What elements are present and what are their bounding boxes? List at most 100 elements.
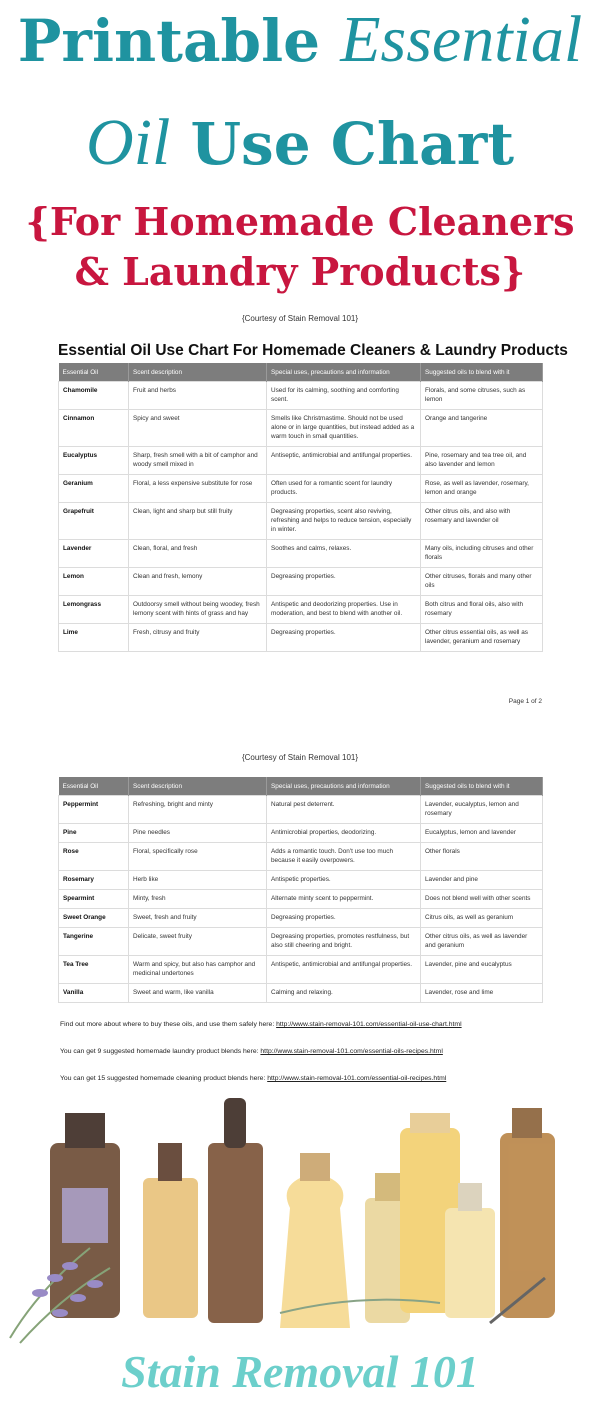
blend-suggestions: Other citrus oils, as well as lavender a…: [420, 927, 543, 956]
table-row: Eucalyptus Sharp, fresh smell with a bit …: [58, 446, 543, 475]
column-header: Essential Oil: [58, 777, 129, 796]
blend-suggestions: Does not blend well with other scents: [420, 889, 543, 909]
table-row: Tangerine Delicate, sweet fruity Degreasin…: [58, 927, 543, 956]
special-uses: Antispetic properties.: [266, 870, 421, 890]
note-cleaning-blends: You can get 15 suggested homemade cleani…: [60, 1075, 446, 1082]
special-uses: Antispetic, antimicrobial and antifungal…: [266, 955, 421, 984]
oil-name: Lime: [58, 623, 129, 652]
scent-description: Sweet and warm, like vanilla: [128, 983, 267, 1003]
note-text: Find out more about where to buy these o…: [60, 1021, 277, 1028]
oil-name: Spearmint: [58, 889, 129, 909]
oil-name: Tea Tree: [58, 955, 129, 984]
special-uses: Antispetic and deodorizing properties. U…: [266, 595, 421, 624]
table-row: Lemon Clean and fresh, lemony Degreasing p…: [58, 567, 543, 596]
oil-name: Lavender: [58, 539, 129, 568]
link-essential-oils-recipes[interactable]: http://www.stain-removal-101.com/essenti…: [260, 1048, 443, 1055]
scent-description: Clean, floral, and fresh: [128, 539, 267, 568]
title-line-1: Printable Essential: [0, 5, 600, 76]
blend-suggestions: Other citruses, florals and many other o…: [420, 567, 543, 596]
blend-suggestions: Rose, as well as lavender, rosemary, lem…: [420, 474, 543, 503]
note-text: You can get 15 suggested homemade cleani…: [60, 1075, 268, 1082]
courtesy-text: {Courtesy of Stain Removal 101}: [241, 314, 359, 323]
dropper-bottle: [208, 1143, 263, 1323]
table-row: Lemongrass Outdoorsy smell without being …: [58, 595, 543, 624]
oil-name: Grapefruit: [58, 502, 129, 540]
table-row: Sweet Orange Sweet, fresh and fruity Degre…: [58, 908, 543, 928]
clear-bottle: [365, 1198, 410, 1323]
title-word-oil: Oil: [85, 106, 171, 179]
tall-amber-bottle: [500, 1133, 555, 1318]
scent-description: Clean and fresh, lemony: [128, 567, 267, 596]
blend-suggestions: Lavender, rose and lime: [420, 983, 543, 1003]
courtesy-text-page-2: {Courtesy of Stain Removal 101}: [241, 753, 359, 762]
oil-name: Rosemary: [58, 870, 129, 890]
table-row: Chamomile Fruit and herbs Used for its cal…: [58, 381, 543, 410]
subtitle-line-1: {For Homemade Cleaners: [25, 199, 575, 244]
dropper: [489, 1276, 546, 1325]
oil-name: Rose: [58, 842, 129, 871]
blend-suggestions: Other citrus oils, and also with rosemar…: [420, 502, 543, 540]
blend-suggestions: Lavender, pine and eucalyptus: [420, 955, 543, 984]
oil-table-page-1: Essential Oil Scent description Special us…: [58, 363, 543, 652]
oil-name: Cinnamon: [58, 409, 129, 447]
table-row: Spearmint Minty, fresh Alternate minty sce…: [58, 889, 543, 909]
oil-name: Geranium: [58, 474, 129, 503]
special-uses: Adds a romantic touch. Don't use too muc…: [266, 842, 421, 871]
blend-suggestions: Other citrus essential oils, as well as …: [420, 623, 543, 652]
special-uses: Degreasing properties, scent also revivi…: [266, 502, 421, 540]
note-laundry-blends: You can get 9 suggested homemade laundry…: [60, 1048, 443, 1055]
special-uses: Antimicrobial properties, deodorizing.: [266, 823, 421, 843]
blend-suggestions: Citrus oils, as well as geranium: [420, 908, 543, 928]
column-header: Scent description: [128, 777, 267, 796]
blend-suggestions: Lavender and pine: [420, 870, 543, 890]
oil-name: Lemon: [58, 567, 129, 596]
link-essential-oil-recipes[interactable]: http://www.stain-removal-101.com/essenti…: [267, 1075, 447, 1082]
scent-description: Warm and spicy, but also has camphor and…: [128, 955, 267, 984]
special-uses: Degreasing properties, promotes restfuln…: [266, 927, 421, 956]
scent-description: Refreshing, bright and minty: [128, 795, 267, 824]
column-header: Special uses, precautions and informatio…: [266, 777, 421, 796]
title-word-printable: Printable: [17, 7, 341, 75]
scent-description: Minty, fresh: [128, 889, 267, 909]
rosemary-sprig: [279, 1298, 441, 1314]
subtitle-line-2: & Laundry Products}: [74, 249, 526, 294]
essential-oil-bottles-illustration: [9, 1098, 555, 1344]
scent-description: Sharp, fresh smell with a bit of camphor…: [128, 446, 267, 475]
table-header-row: Essential Oil Scent description Special us…: [58, 363, 543, 382]
stain-removal-101-logo: Stain Removal 101: [121, 1346, 479, 1397]
table-row: Pine Pine needles Antimicrobial properties…: [58, 823, 543, 843]
title-line-2: Oil Use Chart: [0, 108, 600, 179]
column-header: Suggested oils to blend with it: [420, 777, 543, 796]
table-row: Vanilla Sweet and warm, like vanilla Calmi…: [58, 983, 543, 1003]
note-text: You can get 9 suggested homemade laundry…: [60, 1048, 261, 1055]
scent-description: Clean, light and sharp but still fruity: [128, 502, 267, 540]
title-word-essential: Essential: [340, 3, 583, 76]
oil-name: Lemongrass: [58, 595, 129, 624]
title-word-use-chart: Use Chart: [170, 110, 515, 178]
table-row: Grapefruit Clean, light and sharp but sti…: [58, 502, 543, 540]
table-header-row: Essential Oil Scent description Special us…: [58, 777, 543, 796]
table-row: Lavender Clean, floral, and fresh Soothes …: [58, 539, 543, 568]
blend-suggestions: Florals, and some citruses, such as lemo…: [420, 381, 543, 410]
oil-name: Vanilla: [58, 983, 129, 1003]
scent-description: Delicate, sweet fruity: [128, 927, 267, 956]
oil-table-page-2: Essential Oil Scent description Special us…: [58, 777, 543, 1003]
special-uses: Used for its calming, soothing and comfo…: [266, 381, 421, 410]
scent-description: Sweet, fresh and fruity: [128, 908, 267, 928]
link-essential-oil-use-chart[interactable]: http://www.stain-removal-101.com/essenti…: [276, 1021, 462, 1028]
table-row: Geranium Floral, a less expensive substit…: [58, 474, 543, 503]
amber-bottle: [143, 1178, 198, 1318]
oil-name: Peppermint: [58, 795, 129, 824]
table-row: Peppermint Refreshing, bright and minty Na…: [58, 795, 543, 824]
small-oil-bottle: [445, 1208, 495, 1318]
table-row: Rosemary Herb like Antispetic properties. L…: [58, 870, 543, 890]
column-header: Essential Oil: [58, 363, 129, 382]
special-uses: Smells like Christmastime. Should not be…: [266, 409, 421, 447]
table-row: Cinnamon Spicy and sweet Smells like Chris…: [58, 409, 543, 447]
special-uses: Degreasing properties.: [266, 567, 421, 596]
page-number: Page 1 of 2: [508, 698, 542, 705]
blend-suggestions: Pine, rosemary and tea tree oil, and als…: [420, 446, 543, 475]
oil-name: Eucalyptus: [58, 446, 129, 475]
column-header: Suggested oils to blend with it: [420, 363, 543, 382]
special-uses: Calming and relaxing.: [266, 983, 421, 1003]
